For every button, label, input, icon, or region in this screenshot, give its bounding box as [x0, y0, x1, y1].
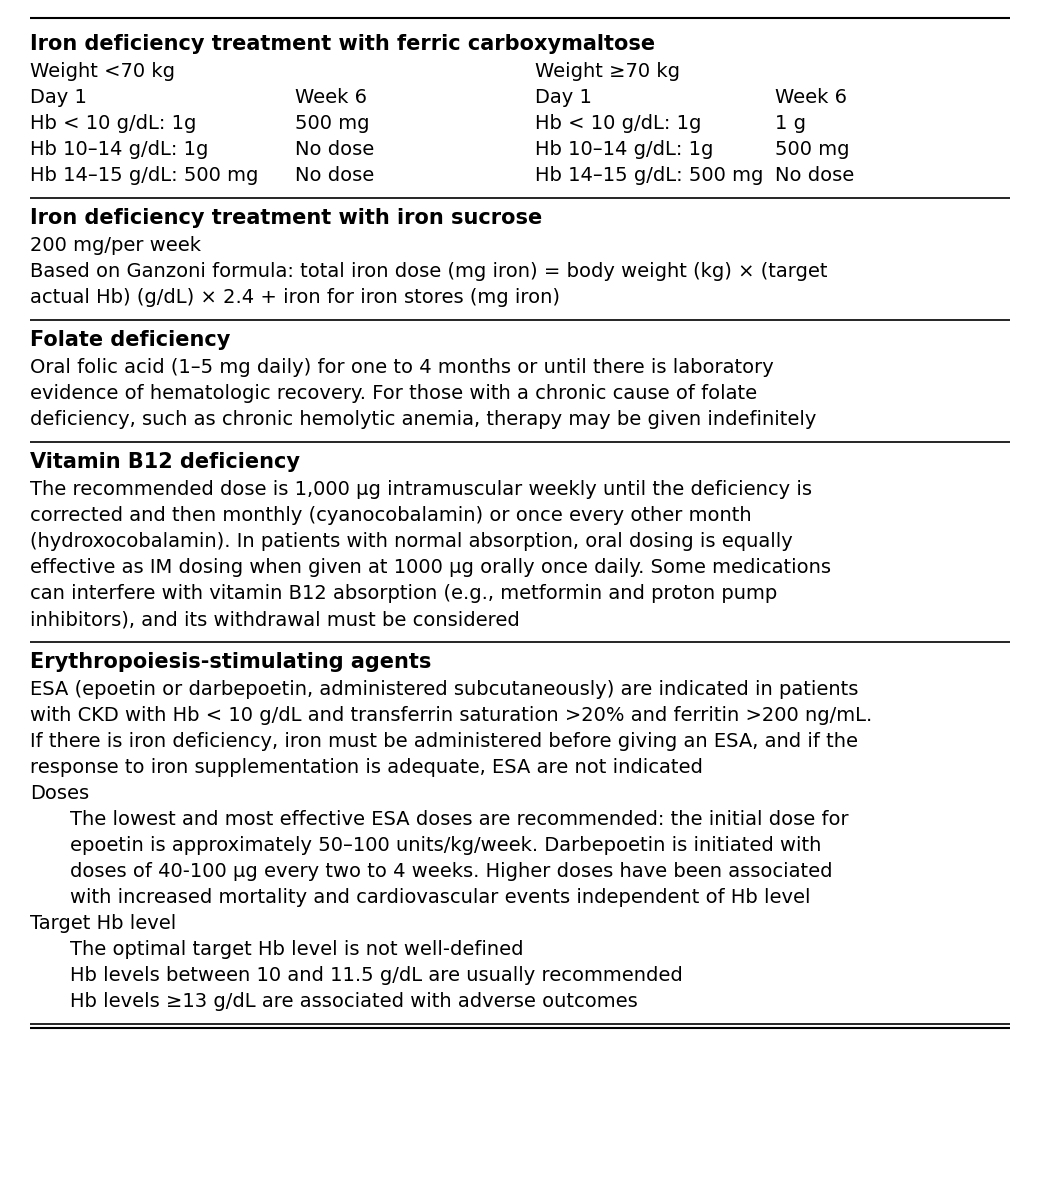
- Text: The optimal target Hb level is not well-defined: The optimal target Hb level is not well-…: [70, 940, 523, 959]
- Text: Week 6: Week 6: [775, 88, 847, 107]
- Text: Hb 10–14 g/dL: 1g: Hb 10–14 g/dL: 1g: [30, 140, 208, 158]
- Text: evidence of hematologic recovery. For those with a chronic cause of folate: evidence of hematologic recovery. For th…: [30, 384, 757, 403]
- Text: doses of 40-100 μg every two to 4 weeks. Higher doses have been associated: doses of 40-100 μg every two to 4 weeks.…: [70, 862, 832, 881]
- Text: (hydroxocobalamin). In patients with normal absorption, oral dosing is equally: (hydroxocobalamin). In patients with nor…: [30, 532, 792, 551]
- Text: deficiency, such as chronic hemolytic anemia, therapy may be given indefinitely: deficiency, such as chronic hemolytic an…: [30, 410, 816, 428]
- Text: inhibitors), and its withdrawal must be considered: inhibitors), and its withdrawal must be …: [30, 610, 520, 629]
- Text: Day 1: Day 1: [535, 88, 592, 107]
- Text: If there is iron deficiency, iron must be administered before giving an ESA, and: If there is iron deficiency, iron must b…: [30, 732, 858, 751]
- Text: can interfere with vitamin B12 absorption (e.g., metformin and proton pump: can interfere with vitamin B12 absorptio…: [30, 584, 777, 602]
- Text: Vitamin B12 deficiency: Vitamin B12 deficiency: [30, 452, 300, 472]
- Text: actual Hb) (g/dL) × 2.4 + iron for iron stores (mg iron): actual Hb) (g/dL) × 2.4 + iron for iron …: [30, 288, 560, 307]
- Text: No dose: No dose: [775, 166, 854, 185]
- Text: Weight <70 kg: Weight <70 kg: [30, 62, 175, 80]
- Text: 500 mg: 500 mg: [775, 140, 850, 158]
- Text: Hb < 10 g/dL: 1g: Hb < 10 g/dL: 1g: [535, 114, 701, 133]
- Text: Based on Ganzoni formula: total iron dose (mg iron) = body weight (kg) × (target: Based on Ganzoni formula: total iron dos…: [30, 262, 828, 281]
- Text: Iron deficiency treatment with ferric carboxymaltose: Iron deficiency treatment with ferric ca…: [30, 34, 655, 54]
- Text: Iron deficiency treatment with iron sucrose: Iron deficiency treatment with iron sucr…: [30, 208, 542, 228]
- Text: 200 mg/per week: 200 mg/per week: [30, 236, 201, 254]
- Text: Hb < 10 g/dL: 1g: Hb < 10 g/dL: 1g: [30, 114, 197, 133]
- Text: Hb 14–15 g/dL: 500 mg: Hb 14–15 g/dL: 500 mg: [30, 166, 258, 185]
- Text: epoetin is approximately 50–100 units/kg/week. Darbepoetin is initiated with: epoetin is approximately 50–100 units/kg…: [70, 836, 822, 854]
- Text: Hb 10–14 g/dL: 1g: Hb 10–14 g/dL: 1g: [535, 140, 713, 158]
- Text: No dose: No dose: [295, 166, 374, 185]
- Text: 500 mg: 500 mg: [295, 114, 369, 133]
- Text: ESA (epoetin or darbepoetin, administered subcutaneously) are indicated in patie: ESA (epoetin or darbepoetin, administere…: [30, 680, 858, 698]
- Text: with increased mortality and cardiovascular events independent of Hb level: with increased mortality and cardiovascu…: [70, 888, 810, 907]
- Text: Weight ≥70 kg: Weight ≥70 kg: [535, 62, 680, 80]
- Text: Erythropoiesis-stimulating agents: Erythropoiesis-stimulating agents: [30, 652, 432, 672]
- Text: Hb levels between 10 and 11.5 g/dL are usually recommended: Hb levels between 10 and 11.5 g/dL are u…: [70, 966, 682, 985]
- Text: The lowest and most effective ESA doses are recommended: the initial dose for: The lowest and most effective ESA doses …: [70, 810, 849, 829]
- Text: Doses: Doses: [30, 784, 89, 803]
- Text: Hb levels ≥13 g/dL are associated with adverse outcomes: Hb levels ≥13 g/dL are associated with a…: [70, 992, 638, 1010]
- Text: Target Hb level: Target Hb level: [30, 914, 176, 934]
- Text: Hb 14–15 g/dL: 500 mg: Hb 14–15 g/dL: 500 mg: [535, 166, 763, 185]
- Text: with CKD with Hb < 10 g/dL and transferrin saturation >20% and ferritin >200 ng/: with CKD with Hb < 10 g/dL and transferr…: [30, 706, 873, 725]
- Text: effective as IM dosing when given at 1000 μg orally once daily. Some medications: effective as IM dosing when given at 100…: [30, 558, 831, 577]
- Text: Week 6: Week 6: [295, 88, 367, 107]
- Text: Day 1: Day 1: [30, 88, 87, 107]
- Text: response to iron supplementation is adequate, ESA are not indicated: response to iron supplementation is adeq…: [30, 758, 703, 778]
- Text: Oral folic acid (1–5 mg daily) for one to 4 months or until there is laboratory: Oral folic acid (1–5 mg daily) for one t…: [30, 358, 774, 377]
- Text: corrected and then monthly (cyanocobalamin) or once every other month: corrected and then monthly (cyanocobalam…: [30, 506, 752, 526]
- Text: Folate deficiency: Folate deficiency: [30, 330, 231, 350]
- Text: 1 g: 1 g: [775, 114, 806, 133]
- Text: No dose: No dose: [295, 140, 374, 158]
- Text: The recommended dose is 1,000 μg intramuscular weekly until the deficiency is: The recommended dose is 1,000 μg intramu…: [30, 480, 812, 499]
